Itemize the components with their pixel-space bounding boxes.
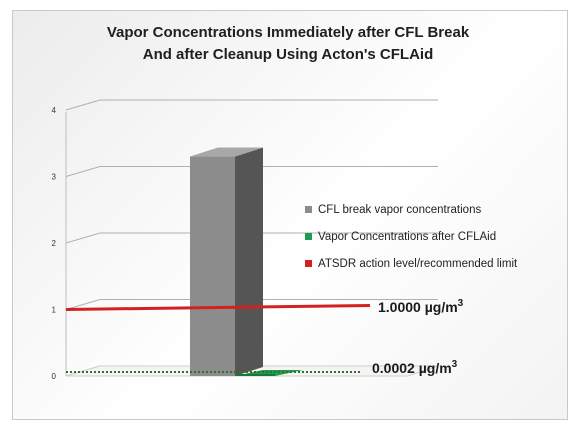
action-level-annotation: 1.0000 µg/m3 xyxy=(378,298,464,315)
bar-cfl-break-top xyxy=(190,147,263,157)
chart-title-line-2: And after Cleanup Using Acton's CFLAid xyxy=(142,46,434,63)
action-level-line xyxy=(65,304,371,311)
y-tick-label: 3 xyxy=(52,173,57,182)
legend-label: CFL break vapor concentrations xyxy=(318,204,481,216)
after-cleanup-annotation: 0.0002 µg/m3 xyxy=(372,359,458,376)
bar-after-cflaid-front xyxy=(235,374,275,376)
y-tick-label: 1 xyxy=(52,306,57,315)
gridline xyxy=(65,99,438,111)
annotations-layer: 1.0000 µg/m3 0.0002 µg/m3 xyxy=(372,298,464,376)
legend-swatch xyxy=(305,233,312,240)
bar-cfl-break-side xyxy=(235,147,263,376)
bar-cfl-break xyxy=(190,147,263,376)
bar-cfl-break-front xyxy=(190,156,235,376)
legend-swatch xyxy=(305,260,312,267)
y-tick-label: 2 xyxy=(52,239,57,248)
gridline xyxy=(65,232,438,244)
chart-frame xyxy=(12,10,568,420)
legend-swatch xyxy=(305,206,312,213)
reference-lines-layer xyxy=(65,304,371,373)
gridline xyxy=(65,166,438,177)
y-tick-label: 4 xyxy=(52,106,57,115)
legend-label: ATSDR action level/recommended limit xyxy=(318,258,518,270)
gridline xyxy=(65,299,438,310)
chart-title-line-1: Vapor Concentrations Immediately after C… xyxy=(106,24,470,41)
legend: CFL break vapor concentrations Vapor Conc… xyxy=(305,204,518,270)
y-tick-label: 0 xyxy=(52,372,57,381)
legend-label: Vapor Concentrations after CFLAid xyxy=(318,231,496,243)
bars-layer xyxy=(190,147,303,376)
